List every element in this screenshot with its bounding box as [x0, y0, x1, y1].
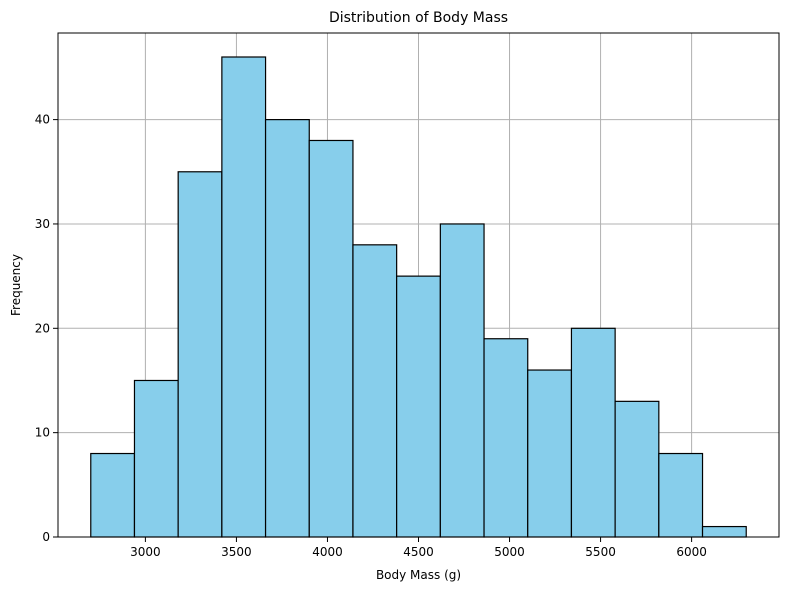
y-tick-label: 20	[35, 321, 50, 335]
chart-title: Distribution of Body Mass	[329, 10, 508, 26]
y-tick-label: 10	[35, 426, 50, 440]
y-axis-label: Frequency	[9, 254, 23, 316]
x-tick-label: 6000	[676, 545, 707, 559]
histogram-bar	[396, 275, 441, 538]
histogram-bar	[483, 338, 529, 538]
histogram-bars	[90, 56, 747, 538]
histogram-bar	[658, 452, 704, 538]
histogram-bar	[221, 56, 267, 538]
x-axis-label: Body Mass (g)	[376, 568, 461, 582]
histogram-bar	[90, 452, 136, 538]
x-tick-label: 3500	[221, 545, 252, 559]
x-tick-label: 4500	[403, 545, 434, 559]
histogram-bar	[439, 223, 485, 538]
y-tick-label: 30	[35, 217, 50, 231]
histogram-bar	[133, 379, 179, 538]
histogram-bar	[177, 171, 223, 538]
axes: 3000 3500 4000 4500 5000 5500 6000 0 10 20 30 40	[35, 32, 780, 559]
histogram-bar	[614, 400, 660, 538]
y-tick-label: 0	[42, 530, 50, 544]
histogram-bar	[308, 139, 354, 538]
x-tick-label: 5500	[585, 545, 616, 559]
histogram-bar	[264, 119, 310, 538]
histogram-bar	[352, 244, 398, 538]
y-tick-label: 40	[35, 113, 50, 127]
histogram-bar	[570, 327, 616, 538]
histogram-bar	[701, 525, 747, 538]
x-tick-label: 5000	[494, 545, 525, 559]
x-tick-label: 4000	[312, 545, 343, 559]
histogram-bar	[527, 369, 573, 538]
x-tick-label: 3000	[130, 545, 161, 559]
